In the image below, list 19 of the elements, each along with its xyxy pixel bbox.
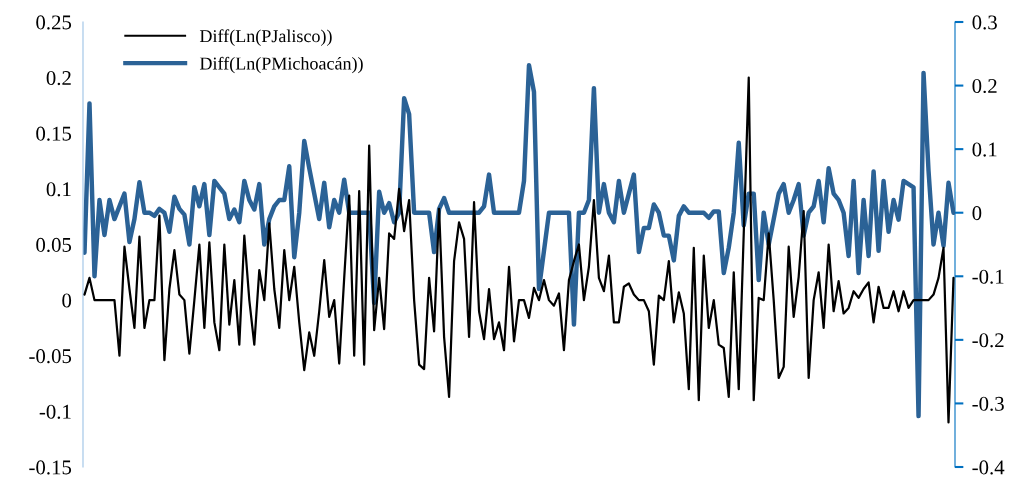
y-tick-label: -0.05	[29, 349, 72, 364]
y2-tick-label: -0.3	[972, 396, 1004, 411]
legend-label: Diff(Ln(PJalisco))	[199, 29, 332, 46]
y-tick-label: 0.1	[46, 182, 71, 197]
y-tick-label: 0.05	[36, 237, 72, 253]
y-tick-label: 0.15	[36, 126, 72, 141]
y2-tick-label: 0.3	[972, 15, 997, 30]
y-tick-label: 0	[62, 293, 72, 308]
y2-tick-label: 0.2	[972, 78, 997, 94]
y-tick-label: 0.2	[46, 71, 71, 86]
y2-tick-label: -0.1	[972, 269, 1004, 284]
y-tick-label: -0.1	[39, 404, 71, 419]
y2-tick-label: 0.1	[972, 142, 997, 157]
y-tick-label: 0.25	[36, 15, 72, 30]
y2-tick-label: 0	[972, 206, 982, 221]
y2-tick-label: -0.2	[972, 333, 1004, 348]
y2-tick-label: -0.4	[972, 460, 1005, 475]
legend-label: Diff(Ln(PMichoacán))	[199, 56, 363, 74]
y-tick-label: -0.15	[29, 460, 72, 475]
